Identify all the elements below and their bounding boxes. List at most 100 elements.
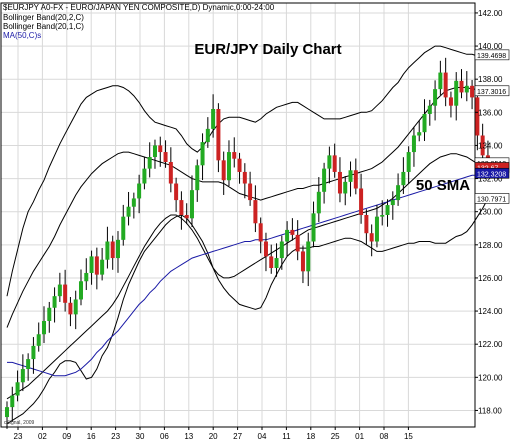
candle-up (411, 135, 416, 153)
candle-down (179, 200, 184, 215)
x-tick-label: 08 (380, 432, 389, 441)
y-tick-label: 140.00 (478, 42, 503, 51)
candle-down (263, 241, 268, 257)
x-tick-label: 25 (331, 432, 340, 441)
price-tag-box (474, 193, 510, 204)
candle-down (253, 200, 258, 224)
y-tick-label: 118.00 (478, 406, 502, 415)
series-bollinger-band-20-2-c-upper (6, 45, 489, 297)
candle-up (10, 395, 15, 408)
candle-down (480, 135, 485, 156)
series-ma-50-c-s (7, 173, 488, 377)
candle-down (248, 183, 253, 201)
x-tick-label: 09 (62, 432, 71, 441)
candle-up (36, 334, 41, 346)
indicator-lines (6, 45, 489, 425)
candle-up (73, 299, 78, 315)
y-tick-label: 136.00 (478, 108, 503, 117)
candle-down (337, 171, 342, 194)
sma-annotation: 50 SMA (416, 177, 470, 194)
candle-up (417, 132, 422, 136)
header-line-bb-1: Bollinger Band(20,1,C) (3, 22, 84, 31)
candle-up (380, 215, 385, 217)
candle-down (158, 145, 163, 153)
candle-up (100, 259, 105, 275)
candle-down (459, 80, 464, 93)
candle-up (306, 241, 311, 272)
candle-up (195, 165, 200, 191)
candle-up (137, 183, 142, 199)
series-bollinger-band-20-1-c-lower (6, 153, 489, 400)
candle-up (200, 142, 205, 166)
candle-up (5, 407, 9, 418)
y-tick-label: 124.00 (478, 307, 503, 316)
candle-up (348, 170, 353, 182)
candle-up (427, 105, 432, 114)
price-tag-label: 137.3016 (477, 89, 506, 96)
x-tick-label: 27 (233, 432, 242, 441)
candle-up (105, 241, 110, 260)
candle-down (216, 109, 221, 161)
candle-up (31, 345, 36, 360)
candle-up (189, 190, 194, 219)
candle-up (20, 369, 25, 383)
price-tags: 139.4698137.3016132.9513132.67132.320813… (474, 49, 510, 204)
candle-up (422, 113, 427, 133)
candle-down (475, 97, 480, 136)
candle-down (221, 160, 226, 181)
candle-up (385, 205, 390, 215)
price-tag-label: 130.7971 (477, 196, 506, 203)
x-tick-label: 23 (111, 432, 120, 441)
x-tick-label: 20 (209, 432, 218, 441)
series-bollinger-band-20-1-c-upper (6, 87, 488, 328)
candle-down (353, 170, 358, 189)
gridlines (1, 3, 475, 427)
header-line-symbol: $EURJPY A0-FX - EURO/JAPAN YEN COMPOSITE… (3, 3, 275, 12)
candle-up (401, 171, 406, 186)
candle-up (121, 216, 126, 240)
x-tick-label: 18 (306, 432, 315, 441)
candle-down (94, 256, 99, 275)
header-line-ma: MA(50,C)s (3, 31, 41, 40)
candle-up (226, 152, 231, 181)
candle-up (322, 168, 327, 192)
candle-down (359, 188, 364, 215)
candle-up (126, 206, 131, 217)
credit-text: cSignal, 2009 (4, 420, 35, 426)
candle-up (41, 321, 46, 335)
candle-down (242, 171, 247, 184)
candle-up (327, 155, 332, 169)
candle-down (168, 162, 173, 184)
candle-up (396, 185, 401, 201)
y-tick-label: 120.00 (478, 373, 503, 382)
candle-up (78, 281, 83, 300)
header-line-bb-2: Bollinger Band(20,2,C) (3, 13, 84, 22)
candle-up (285, 229, 290, 242)
candle-down (163, 152, 168, 162)
candle-up (52, 296, 57, 308)
candle-down (68, 302, 73, 315)
candle-down (364, 215, 369, 234)
candle-up (274, 258, 279, 268)
candle-up (454, 80, 459, 106)
candle-down (174, 183, 179, 201)
candle-up (89, 256, 94, 273)
x-tick-label: 15 (404, 432, 413, 441)
candle-down (269, 256, 274, 268)
candle-up (131, 198, 136, 207)
x-tick-label: 30 (136, 432, 145, 441)
y-tick-label: 130.00 (478, 208, 503, 217)
candle-up (438, 72, 443, 90)
candle-up (57, 284, 62, 297)
x-tick-label: 04 (258, 432, 267, 441)
price-tag-box (474, 85, 510, 97)
x-axis: 23 02 09 16 23 30 06 13 20 27 04 11 18 25 01 08 15 (14, 427, 413, 441)
candle-up (147, 157, 152, 169)
y-tick-label: 122.00 (478, 340, 503, 349)
series-bollinger-band-20-2-c-lower (6, 198, 489, 425)
x-tick-label: 01 (355, 432, 364, 441)
x-tick-label: 23 (14, 432, 23, 441)
candle-down (63, 284, 68, 303)
candle-up (152, 145, 157, 158)
